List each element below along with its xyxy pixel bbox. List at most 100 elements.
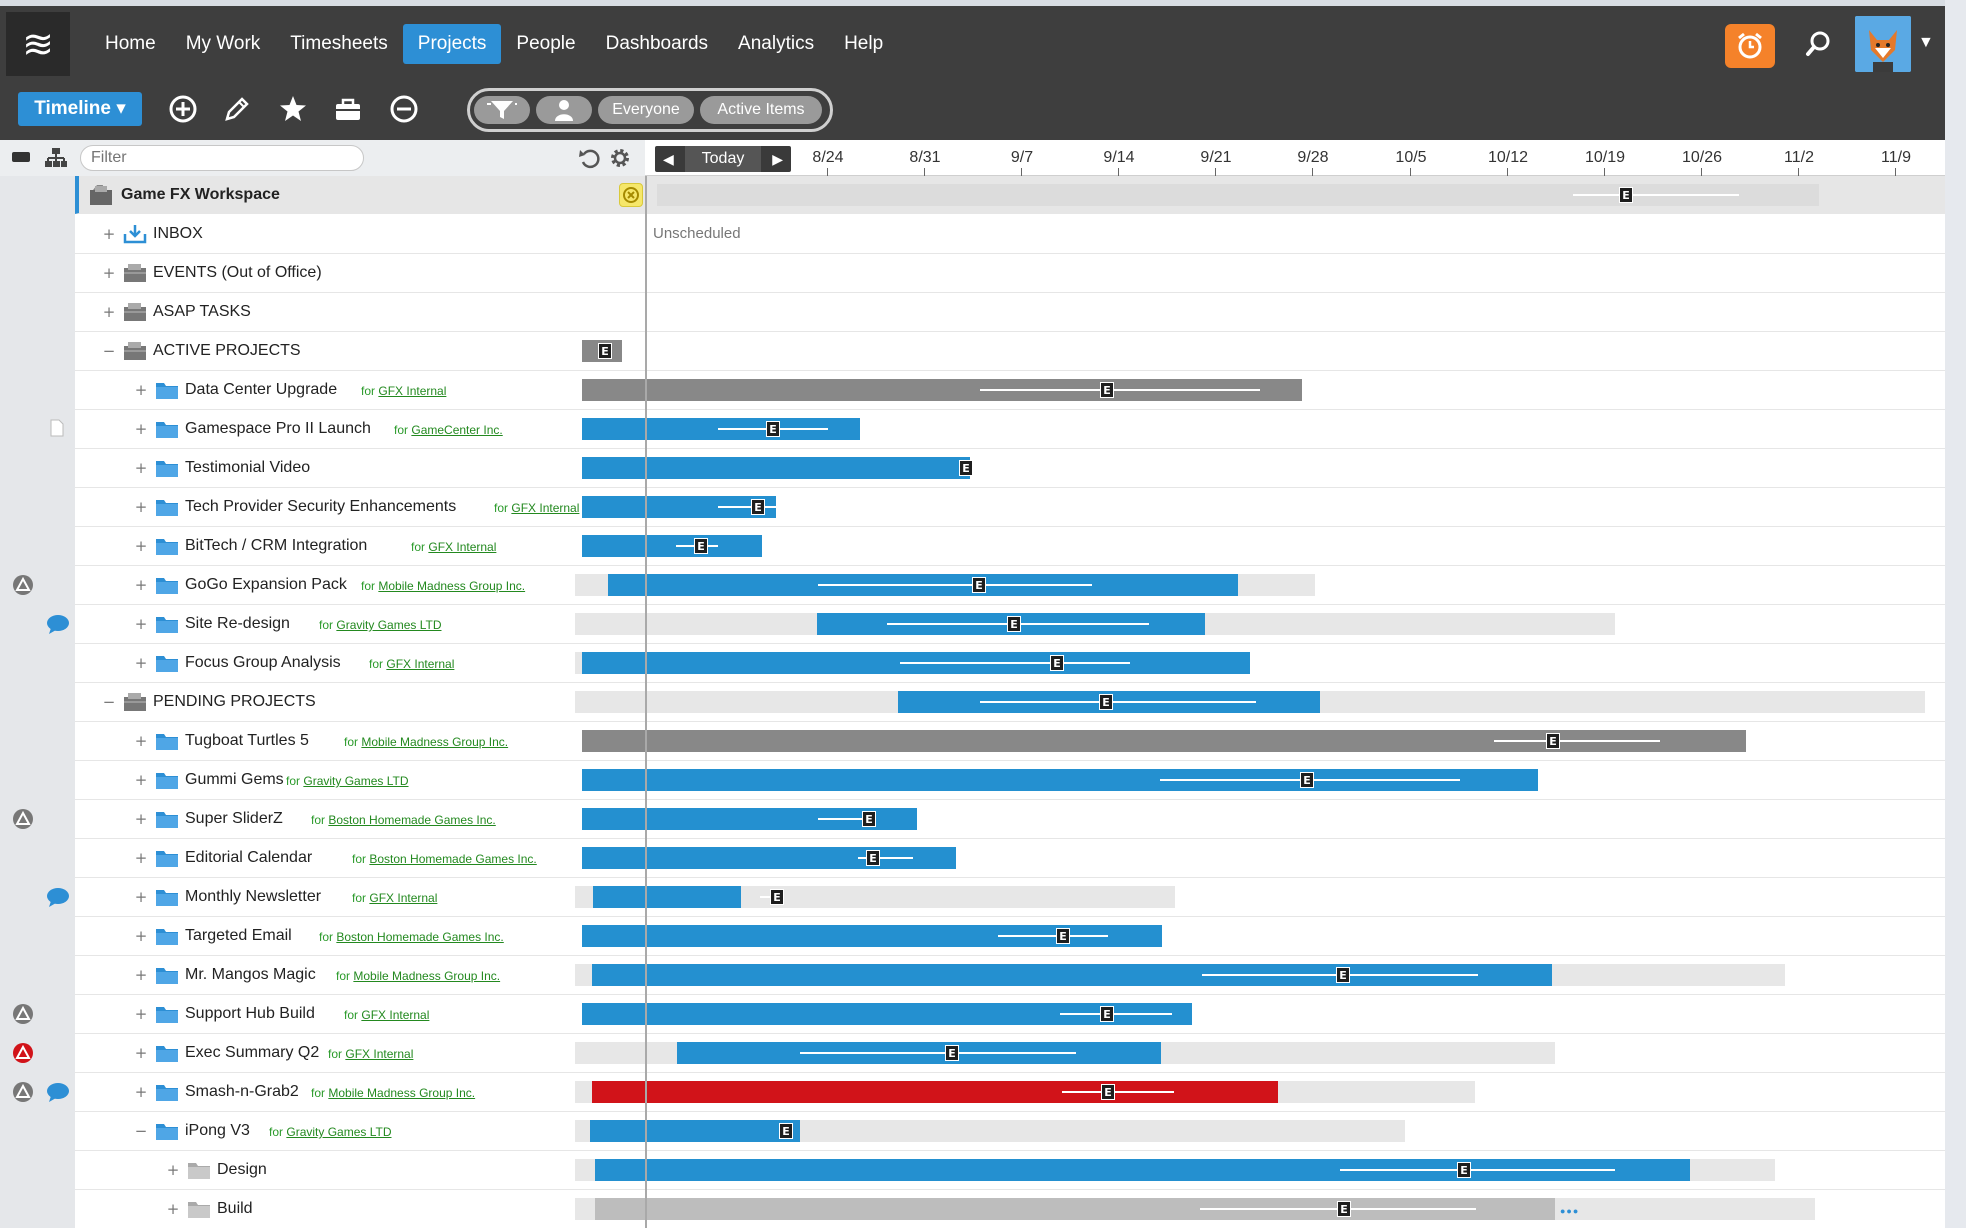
client-link[interactable]: for Mobile Madness Group Inc. — [344, 735, 509, 749]
row-name[interactable]: EVENTS (Out of Office) — [153, 264, 322, 281]
comment-icon[interactable] — [46, 886, 70, 913]
expand-icon[interactable]: + — [166, 1161, 180, 1179]
expand-icon[interactable]: + — [134, 1044, 148, 1062]
search-icon[interactable] — [1805, 30, 1833, 63]
warning-icon[interactable] — [12, 808, 34, 835]
undo-icon[interactable] — [578, 146, 602, 175]
row-name[interactable]: BitTech / CRM Integration — [185, 537, 368, 554]
expand-icon[interactable]: + — [134, 1005, 148, 1023]
gantt-bar[interactable] — [582, 535, 762, 557]
expand-icon[interactable]: + — [134, 537, 148, 555]
collapse-icon[interactable]: − — [134, 1122, 148, 1140]
expand-icon[interactable]: + — [134, 459, 148, 477]
project-row[interactable]: − iPong V3 for Gravity Games LTD E — [75, 1112, 1945, 1151]
row-name[interactable]: Data Center Upgrade — [185, 381, 338, 398]
expand-icon[interactable]: + — [134, 576, 148, 594]
estimate-marker[interactable]: E — [1056, 928, 1070, 944]
project-row[interactable]: + Mr. Mangos Magic for Mobile Madness Grou… — [75, 956, 1945, 995]
nav-help[interactable]: Help — [844, 33, 884, 54]
row-name[interactable]: ASAP TASKS — [153, 303, 251, 320]
expand-icon[interactable]: + — [166, 1200, 180, 1218]
row-name[interactable]: Build — [217, 1200, 253, 1217]
estimate-marker[interactable]: E — [1337, 1201, 1351, 1217]
project-row[interactable]: + Focus Group Analysis for GFX Internal E — [75, 644, 1945, 683]
gantt-bar[interactable] — [582, 457, 970, 479]
expand-icon[interactable]: + — [134, 888, 148, 906]
expand-icon[interactable]: + — [102, 303, 116, 321]
client-link[interactable]: for Boston Homemade Games Inc. — [319, 930, 504, 944]
project-row[interactable]: + Exec Summary Q2 for GFX Internal E — [75, 1034, 1945, 1073]
project-row[interactable]: + Gamespace Pro II Launch for GameCenter I… — [75, 410, 1945, 449]
project-row[interactable]: + Monthly Newsletter for GFX Internal E — [75, 878, 1945, 917]
project-row[interactable]: + Tech Provider Security Enhancements for … — [75, 488, 1945, 527]
estimate-marker[interactable]: E — [1546, 733, 1560, 749]
nav-projects[interactable]: Projects — [402, 24, 502, 64]
add-icon[interactable] — [168, 94, 200, 126]
row-name[interactable]: Gamespace Pro II Launch — [185, 420, 371, 437]
client-link[interactable]: for Mobile Madness Group Inc. — [311, 1086, 476, 1100]
gantt-bar[interactable] — [582, 379, 1302, 401]
expand-icon[interactable]: + — [134, 966, 148, 984]
star-icon[interactable] — [278, 94, 310, 126]
gantt-bar[interactable] — [582, 847, 956, 869]
pane-divider[interactable] — [645, 176, 647, 1228]
minus-circle-icon[interactable] — [389, 94, 421, 126]
person-icon[interactable] — [536, 96, 592, 124]
previous-arrow-icon[interactable]: ◀ — [663, 151, 674, 167]
estimate-marker[interactable]: E — [1457, 1162, 1471, 1178]
expand-icon[interactable]: + — [134, 927, 148, 945]
project-row[interactable]: + Targeted Email for Boston Homemade Games… — [75, 917, 1945, 956]
nav-timesheets[interactable]: Timesheets — [290, 33, 388, 54]
workspace-estimate-marker[interactable]: E — [1619, 187, 1633, 203]
nav-analytics[interactable]: Analytics — [738, 33, 815, 54]
hierarchy-icon[interactable] — [44, 147, 68, 174]
comment-icon[interactable] — [46, 1081, 70, 1108]
phase-row[interactable]: + Build E ●●● — [75, 1190, 1945, 1228]
estimate-marker[interactable]: E — [598, 343, 612, 359]
client-link[interactable]: for GFX Internal — [328, 1047, 414, 1061]
nav-my-work[interactable]: My Work — [185, 33, 261, 54]
client-link[interactable]: for GameCenter Inc. — [394, 423, 503, 437]
gantt-bar[interactable] — [592, 1081, 1278, 1103]
estimate-marker[interactable]: E — [1007, 616, 1021, 632]
user-menu-caret-icon[interactable]: ▼ — [1918, 34, 1934, 51]
row-name[interactable]: Super SliderZ — [185, 810, 283, 827]
settings-gear-icon[interactable] — [608, 146, 632, 175]
alert-icon[interactable] — [12, 1042, 34, 1069]
group-row[interactable]: − ACTIVE PROJECTS E — [75, 332, 1945, 371]
gantt-bar[interactable] — [592, 964, 1552, 986]
gantt-bar[interactable] — [593, 886, 741, 908]
gantt-bar[interactable] — [582, 925, 1162, 947]
row-name[interactable]: Exec Summary Q2 — [185, 1044, 320, 1061]
project-row[interactable]: + Support Hub Build for GFX Internal E — [75, 995, 1945, 1034]
gantt-bar[interactable] — [582, 769, 1538, 791]
expand-icon[interactable]: + — [102, 264, 116, 282]
filter-icon[interactable] — [474, 96, 530, 124]
row-name[interactable]: Tugboat Turtles 5 — [185, 732, 309, 749]
nav-home[interactable]: Home — [105, 33, 156, 54]
gantt-bar[interactable] — [595, 1159, 1690, 1181]
row-name[interactable]: Tech Provider Security Enhancements — [185, 498, 457, 515]
client-link[interactable]: for Boston Homemade Games Inc. — [311, 813, 496, 827]
estimate-marker[interactable]: E — [1050, 655, 1064, 671]
row-name[interactable]: Gummi Gems — [185, 771, 284, 788]
group-row[interactable]: + ASAP TASKS — [75, 293, 1945, 332]
row-name[interactable]: Focus Group Analysis — [185, 654, 341, 671]
estimate-marker[interactable]: E — [1099, 694, 1113, 710]
row-name[interactable]: ACTIVE PROJECTS — [153, 342, 301, 359]
estimate-marker[interactable]: E — [751, 499, 765, 515]
estimate-marker[interactable]: E — [862, 811, 876, 827]
project-row[interactable]: + Testimonial Video E — [75, 449, 1945, 488]
project-row[interactable]: + Site Re-design for Gravity Games LTD E — [75, 605, 1945, 644]
row-name[interactable]: Monthly Newsletter — [185, 888, 322, 905]
estimate-marker[interactable]: E — [945, 1045, 959, 1061]
client-link[interactable]: for Gravity Games LTD — [319, 618, 442, 632]
warning-icon[interactable] — [12, 1081, 34, 1108]
project-row[interactable]: + Tugboat Turtles 5 for Mobile Madness Gro… — [75, 722, 1945, 761]
expand-icon[interactable]: + — [134, 498, 148, 516]
nav-dashboards[interactable]: Dashboards — [605, 33, 709, 54]
collapse-icon[interactable]: − — [102, 693, 116, 711]
expand-icon[interactable]: + — [134, 771, 148, 789]
gantt-bar[interactable] — [582, 808, 917, 830]
row-name[interactable]: iPong V3 — [185, 1122, 250, 1139]
